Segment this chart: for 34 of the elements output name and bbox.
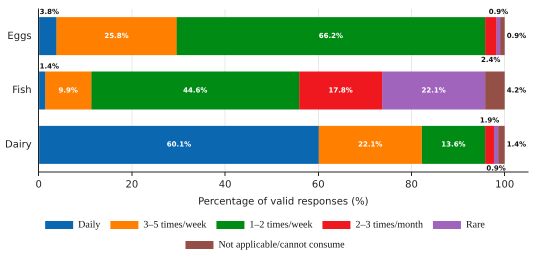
x-tick-label: 20 [125,180,138,191]
y-tick-label: Dairy [4,139,32,150]
bar [485,17,496,56]
bar [496,17,501,56]
legend-label: 2–3 times/month [355,220,423,231]
x-tick-label: 0 [35,180,42,191]
bar [498,126,505,164]
x-tick-label: 60 [312,180,325,191]
bar [56,17,177,56]
legend-label: 1–2 times/week [249,220,312,231]
bar [485,126,494,164]
bar [299,71,382,110]
bar [91,71,300,110]
legend-label: Not applicable/cannot consume [218,240,346,251]
y-tick-label: Fish [12,85,32,96]
x-tick-label: 80 [405,180,418,191]
bar [500,17,505,56]
legend-label: Daily [78,220,100,231]
bar [176,17,486,56]
bar [422,126,486,164]
bar [39,71,46,110]
bar [485,71,505,110]
bar [382,71,486,110]
x-tick-label: 40 [218,180,232,191]
bar [318,126,422,164]
bar [45,71,92,110]
legend-label: 3–5 times/week [143,220,206,231]
y-tick-label: Eggs [7,30,32,42]
x-tick-label: 100 [495,180,514,191]
bar [39,126,319,164]
legend-label: Rare [466,220,486,231]
bar [39,17,56,56]
x-axis-title: Percentage of valid responses (%) [198,196,369,208]
bar [494,126,498,164]
